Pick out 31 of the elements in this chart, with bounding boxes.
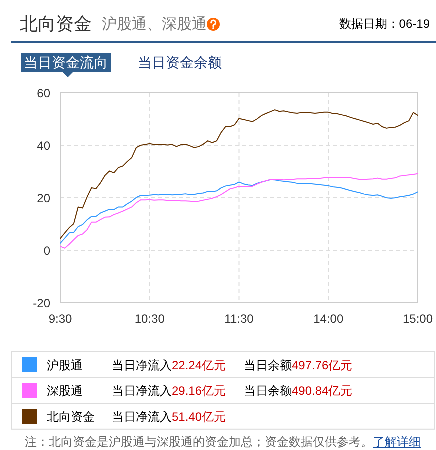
text: 22.24亿元 bbox=[172, 358, 226, 372]
y-tick-label: -20 bbox=[33, 296, 51, 310]
x-tick-label: 11:30 bbox=[224, 312, 254, 326]
text: 490.84亿元 bbox=[292, 384, 353, 398]
line-series bbox=[60, 110, 418, 240]
legend-label: 深股通 bbox=[47, 384, 83, 398]
text: 51.40亿元 bbox=[172, 410, 226, 424]
text: 数据日期：06-19 bbox=[339, 17, 430, 31]
x-tick-label: 10:30 bbox=[134, 312, 166, 326]
chart-subtitle: 沪股通、深股通 bbox=[102, 16, 207, 33]
link: 了解详细 bbox=[373, 435, 421, 449]
x-tick-label: 15:00 bbox=[402, 312, 434, 326]
text: 当日净流入 bbox=[112, 384, 172, 398]
text: 497.76亿元 bbox=[292, 358, 353, 372]
y-tick-label: 0 bbox=[44, 244, 51, 258]
y-tick-label: 40 bbox=[37, 138, 51, 153]
legend-label: 沪股通 bbox=[47, 358, 83, 372]
text: 当日余额 bbox=[244, 358, 292, 372]
x-tick-label: 14:00 bbox=[314, 312, 344, 326]
text: 当日净流入 bbox=[112, 358, 172, 372]
tab-selected: 当日资金流向 bbox=[21, 53, 111, 78]
text: 注：北向资金是沪股通与深股通的资金加总；资金数据仅供参考。 bbox=[25, 435, 373, 449]
chart-title: 北向资金 bbox=[20, 14, 92, 34]
x-tick-label: 9:30 bbox=[48, 312, 72, 326]
text: 当日净流入 bbox=[112, 410, 172, 424]
y-tick-label: 60 bbox=[37, 86, 51, 100]
tab-label: 当日资金余额 bbox=[138, 54, 222, 70]
y-tick-label: 20 bbox=[37, 191, 51, 206]
text: 当日余额 bbox=[244, 384, 292, 398]
legend-label: 北向资金 bbox=[47, 410, 95, 424]
text: 29.16亿元 bbox=[172, 384, 226, 398]
